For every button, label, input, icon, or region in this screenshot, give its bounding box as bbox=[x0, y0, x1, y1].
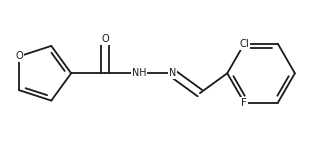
Text: O: O bbox=[101, 35, 109, 44]
Text: F: F bbox=[241, 98, 247, 107]
Text: Cl: Cl bbox=[239, 39, 249, 49]
Text: NH: NH bbox=[132, 68, 146, 78]
Text: N: N bbox=[169, 68, 176, 78]
Text: O: O bbox=[15, 51, 23, 61]
